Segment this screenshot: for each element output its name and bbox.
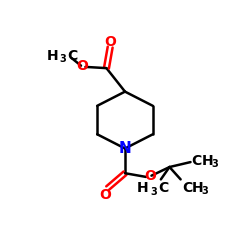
- Text: 3: 3: [202, 186, 208, 196]
- Text: 3: 3: [212, 159, 218, 169]
- Text: H: H: [46, 49, 58, 63]
- Text: O: O: [76, 59, 88, 73]
- Text: C: C: [192, 154, 202, 168]
- Text: C: C: [182, 181, 192, 195]
- Text: O: O: [144, 169, 156, 183]
- Text: N: N: [119, 141, 132, 156]
- Text: C: C: [158, 181, 168, 195]
- Text: H: H: [202, 154, 213, 168]
- Text: H: H: [192, 181, 203, 195]
- Text: 3: 3: [60, 54, 66, 64]
- Text: H: H: [137, 181, 148, 195]
- Text: 3: 3: [150, 188, 157, 198]
- Text: C: C: [67, 49, 77, 63]
- Text: O: O: [99, 188, 111, 202]
- Text: O: O: [104, 35, 116, 49]
